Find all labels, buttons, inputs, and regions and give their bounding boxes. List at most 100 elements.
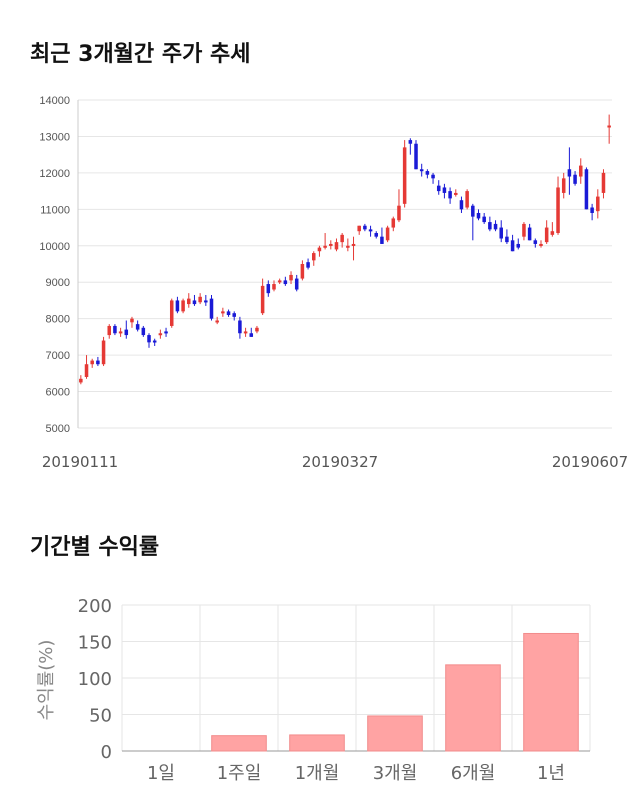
candle-body: [243, 331, 248, 334]
candle-body: [544, 227, 549, 243]
candle-y-tick-label: 6000: [46, 387, 70, 399]
bar-y-axis-label: 수익률(%): [36, 640, 57, 721]
bar-y-tick-label: 100: [78, 669, 112, 690]
bar-x-tick-label: 1개월: [295, 763, 340, 784]
bar-x-tick-label: 1주일: [217, 763, 262, 784]
candle-body: [561, 178, 566, 193]
return-bar: [445, 664, 501, 752]
candle-body: [533, 240, 538, 244]
candle-body: [118, 331, 123, 334]
candle-body: [391, 218, 396, 228]
candlestick-chart: 5000 6000 7000 8000 9000 10000 11000 12000 13000…: [39, 95, 628, 471]
candle-y-tick-label: 9000: [46, 277, 70, 289]
candle-body: [374, 233, 379, 237]
candle-body: [493, 223, 498, 230]
stock-chart-title: 최근 3개월간 주가 추세: [30, 42, 251, 67]
candle-body: [584, 169, 589, 210]
candle-body: [436, 185, 441, 192]
candle-marks: [79, 114, 611, 385]
candle-body: [226, 311, 231, 316]
candle-body: [169, 300, 174, 326]
candle-body: [158, 333, 163, 336]
candle-body: [141, 327, 146, 336]
candle-body: [101, 340, 106, 365]
return-bar: [211, 735, 267, 752]
candle-y-tick-label: 12000: [39, 168, 70, 180]
candle-body: [351, 243, 356, 246]
candle-body: [329, 243, 333, 246]
candle-body: [238, 320, 242, 334]
returns-chart-title: 기간별 수익률: [30, 535, 160, 560]
candle-body: [573, 174, 577, 184]
bar-x-tick-label: 1일: [147, 763, 175, 784]
candle-y-tick-label: 8000: [46, 314, 70, 326]
candle-body: [283, 280, 288, 285]
return-bar: [289, 734, 345, 752]
candle-body: [346, 245, 350, 248]
candle-body: [499, 227, 503, 239]
candle-body: [414, 143, 418, 170]
candle-body: [527, 227, 532, 241]
candle-body: [294, 278, 299, 290]
candle-body: [289, 274, 293, 281]
candle-body: [522, 223, 526, 237]
candle-body: [175, 300, 180, 312]
bar-y-tick-label: 0: [101, 742, 112, 763]
candle-body: [465, 191, 469, 208]
candle-body: [79, 378, 83, 383]
candle-body: [204, 300, 208, 303]
candle-body: [601, 172, 606, 193]
candle-body: [482, 216, 486, 223]
candle-x-label: 20190111: [42, 453, 118, 471]
candle-body: [84, 364, 89, 377]
bar-x-tick-label: 6개월: [451, 763, 496, 784]
candle-grid: [77, 99, 612, 429]
candle-body: [590, 207, 594, 213]
candle-body: [442, 187, 447, 193]
candle-body: [90, 360, 94, 365]
bar-marks: [211, 632, 579, 752]
candle-body: [277, 280, 282, 283]
candle-body: [198, 296, 202, 303]
candle-body: [255, 327, 259, 332]
candle-body: [448, 191, 452, 199]
candle-body: [221, 311, 225, 314]
candle-body: [96, 360, 100, 365]
candle-y-tick-label: 14000: [39, 95, 70, 107]
candle-body: [607, 125, 611, 128]
bar-x-ticks: 1일 1주일 1개월 3개월 6개월 1년: [147, 763, 565, 784]
candle-body: [260, 285, 265, 314]
candle-body: [164, 331, 168, 334]
candle-body: [249, 333, 254, 337]
candle-body: [340, 234, 344, 243]
candle-body: [425, 171, 430, 175]
candle-x-labels: 20190111 20190327 20190607: [42, 453, 628, 471]
candle-body: [596, 196, 600, 212]
bar-y-tick-label: 200: [78, 596, 112, 617]
candle-body: [300, 264, 305, 279]
candle-body: [471, 205, 475, 217]
candle-body: [510, 240, 515, 252]
candle-body: [113, 325, 117, 334]
candle-y-tick-label: 10000: [39, 241, 70, 253]
candle-body: [488, 222, 492, 230]
candle-x-label: 20190607: [552, 453, 628, 471]
candle-body: [516, 243, 521, 248]
candle-body: [368, 229, 373, 232]
candle-body: [187, 298, 191, 305]
candle-body: [317, 247, 322, 252]
candle-body: [567, 169, 572, 177]
candle-body: [397, 205, 401, 221]
bar-y-tick-label: 150: [78, 633, 112, 654]
candle-body: [385, 227, 390, 241]
candle-body: [539, 243, 543, 246]
candle-body: [306, 262, 310, 268]
return-bar: [523, 632, 579, 752]
candle-body: [181, 300, 185, 312]
candle-body: [578, 165, 583, 177]
candle-body: [431, 174, 435, 179]
candle-body: [476, 212, 481, 219]
candle-body: [556, 187, 560, 234]
candle-body: [323, 245, 327, 248]
